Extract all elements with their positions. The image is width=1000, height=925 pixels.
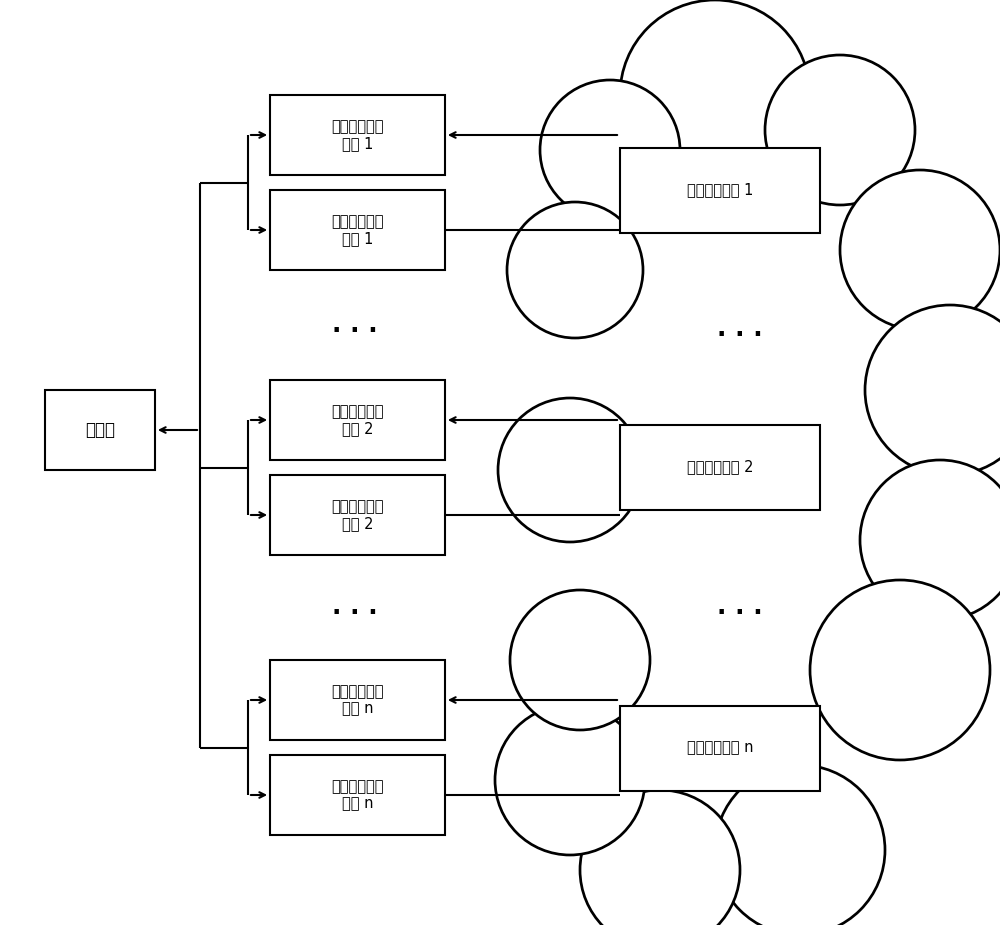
- Circle shape: [840, 170, 1000, 330]
- Circle shape: [510, 590, 650, 730]
- Text: . . .: . . .: [332, 596, 378, 620]
- Circle shape: [507, 202, 643, 338]
- Circle shape: [840, 170, 1000, 330]
- Circle shape: [507, 202, 643, 338]
- Bar: [270, 475, 445, 555]
- Circle shape: [540, 80, 680, 220]
- Circle shape: [765, 55, 915, 205]
- Text: 激光收发存储
模块 n: 激光收发存储 模块 n: [331, 779, 384, 811]
- Text: . . .: . . .: [332, 313, 378, 337]
- Circle shape: [860, 460, 1000, 620]
- Circle shape: [715, 765, 885, 925]
- Bar: [620, 147, 820, 232]
- Circle shape: [810, 580, 990, 760]
- Text: 标准漫反射板 1: 标准漫反射板 1: [687, 182, 753, 198]
- Text: 激光收发存储
模块 1: 激光收发存储 模块 1: [331, 214, 384, 246]
- Circle shape: [860, 460, 1000, 620]
- Circle shape: [498, 398, 642, 542]
- Bar: [270, 190, 445, 270]
- Circle shape: [580, 790, 740, 925]
- Circle shape: [495, 705, 645, 855]
- Bar: [45, 390, 155, 470]
- Text: . . .: . . .: [717, 596, 763, 620]
- Text: 激光收发存储
模块 2: 激光收发存储 模块 2: [331, 499, 384, 531]
- Circle shape: [495, 705, 645, 855]
- Circle shape: [865, 305, 1000, 475]
- Bar: [620, 706, 820, 791]
- Bar: [620, 425, 820, 510]
- Circle shape: [810, 580, 990, 760]
- Circle shape: [865, 305, 1000, 475]
- Bar: [270, 755, 445, 835]
- Ellipse shape: [545, 70, 965, 850]
- Circle shape: [465, 170, 1000, 750]
- Circle shape: [498, 398, 642, 542]
- Text: 标准漫反射板 n: 标准漫反射板 n: [687, 741, 753, 756]
- Text: 标准漫反射板 2: 标准漫反射板 2: [687, 460, 753, 475]
- Circle shape: [620, 0, 810, 190]
- Text: 计算机: 计算机: [85, 421, 115, 439]
- Text: 图像采集存储
模块 1: 图像采集存储 模块 1: [331, 118, 384, 151]
- Text: . . .: . . .: [717, 316, 763, 340]
- Circle shape: [620, 0, 810, 190]
- Circle shape: [765, 55, 915, 205]
- Circle shape: [580, 790, 740, 925]
- Circle shape: [715, 765, 885, 925]
- Circle shape: [540, 80, 680, 220]
- Circle shape: [510, 590, 650, 730]
- Bar: [270, 660, 445, 740]
- Text: 图像采集存储
模块 n: 图像采集存储 模块 n: [331, 684, 384, 716]
- Text: 图像采集存储
模块 2: 图像采集存储 模块 2: [331, 404, 384, 437]
- Bar: [270, 380, 445, 460]
- Bar: [270, 95, 445, 175]
